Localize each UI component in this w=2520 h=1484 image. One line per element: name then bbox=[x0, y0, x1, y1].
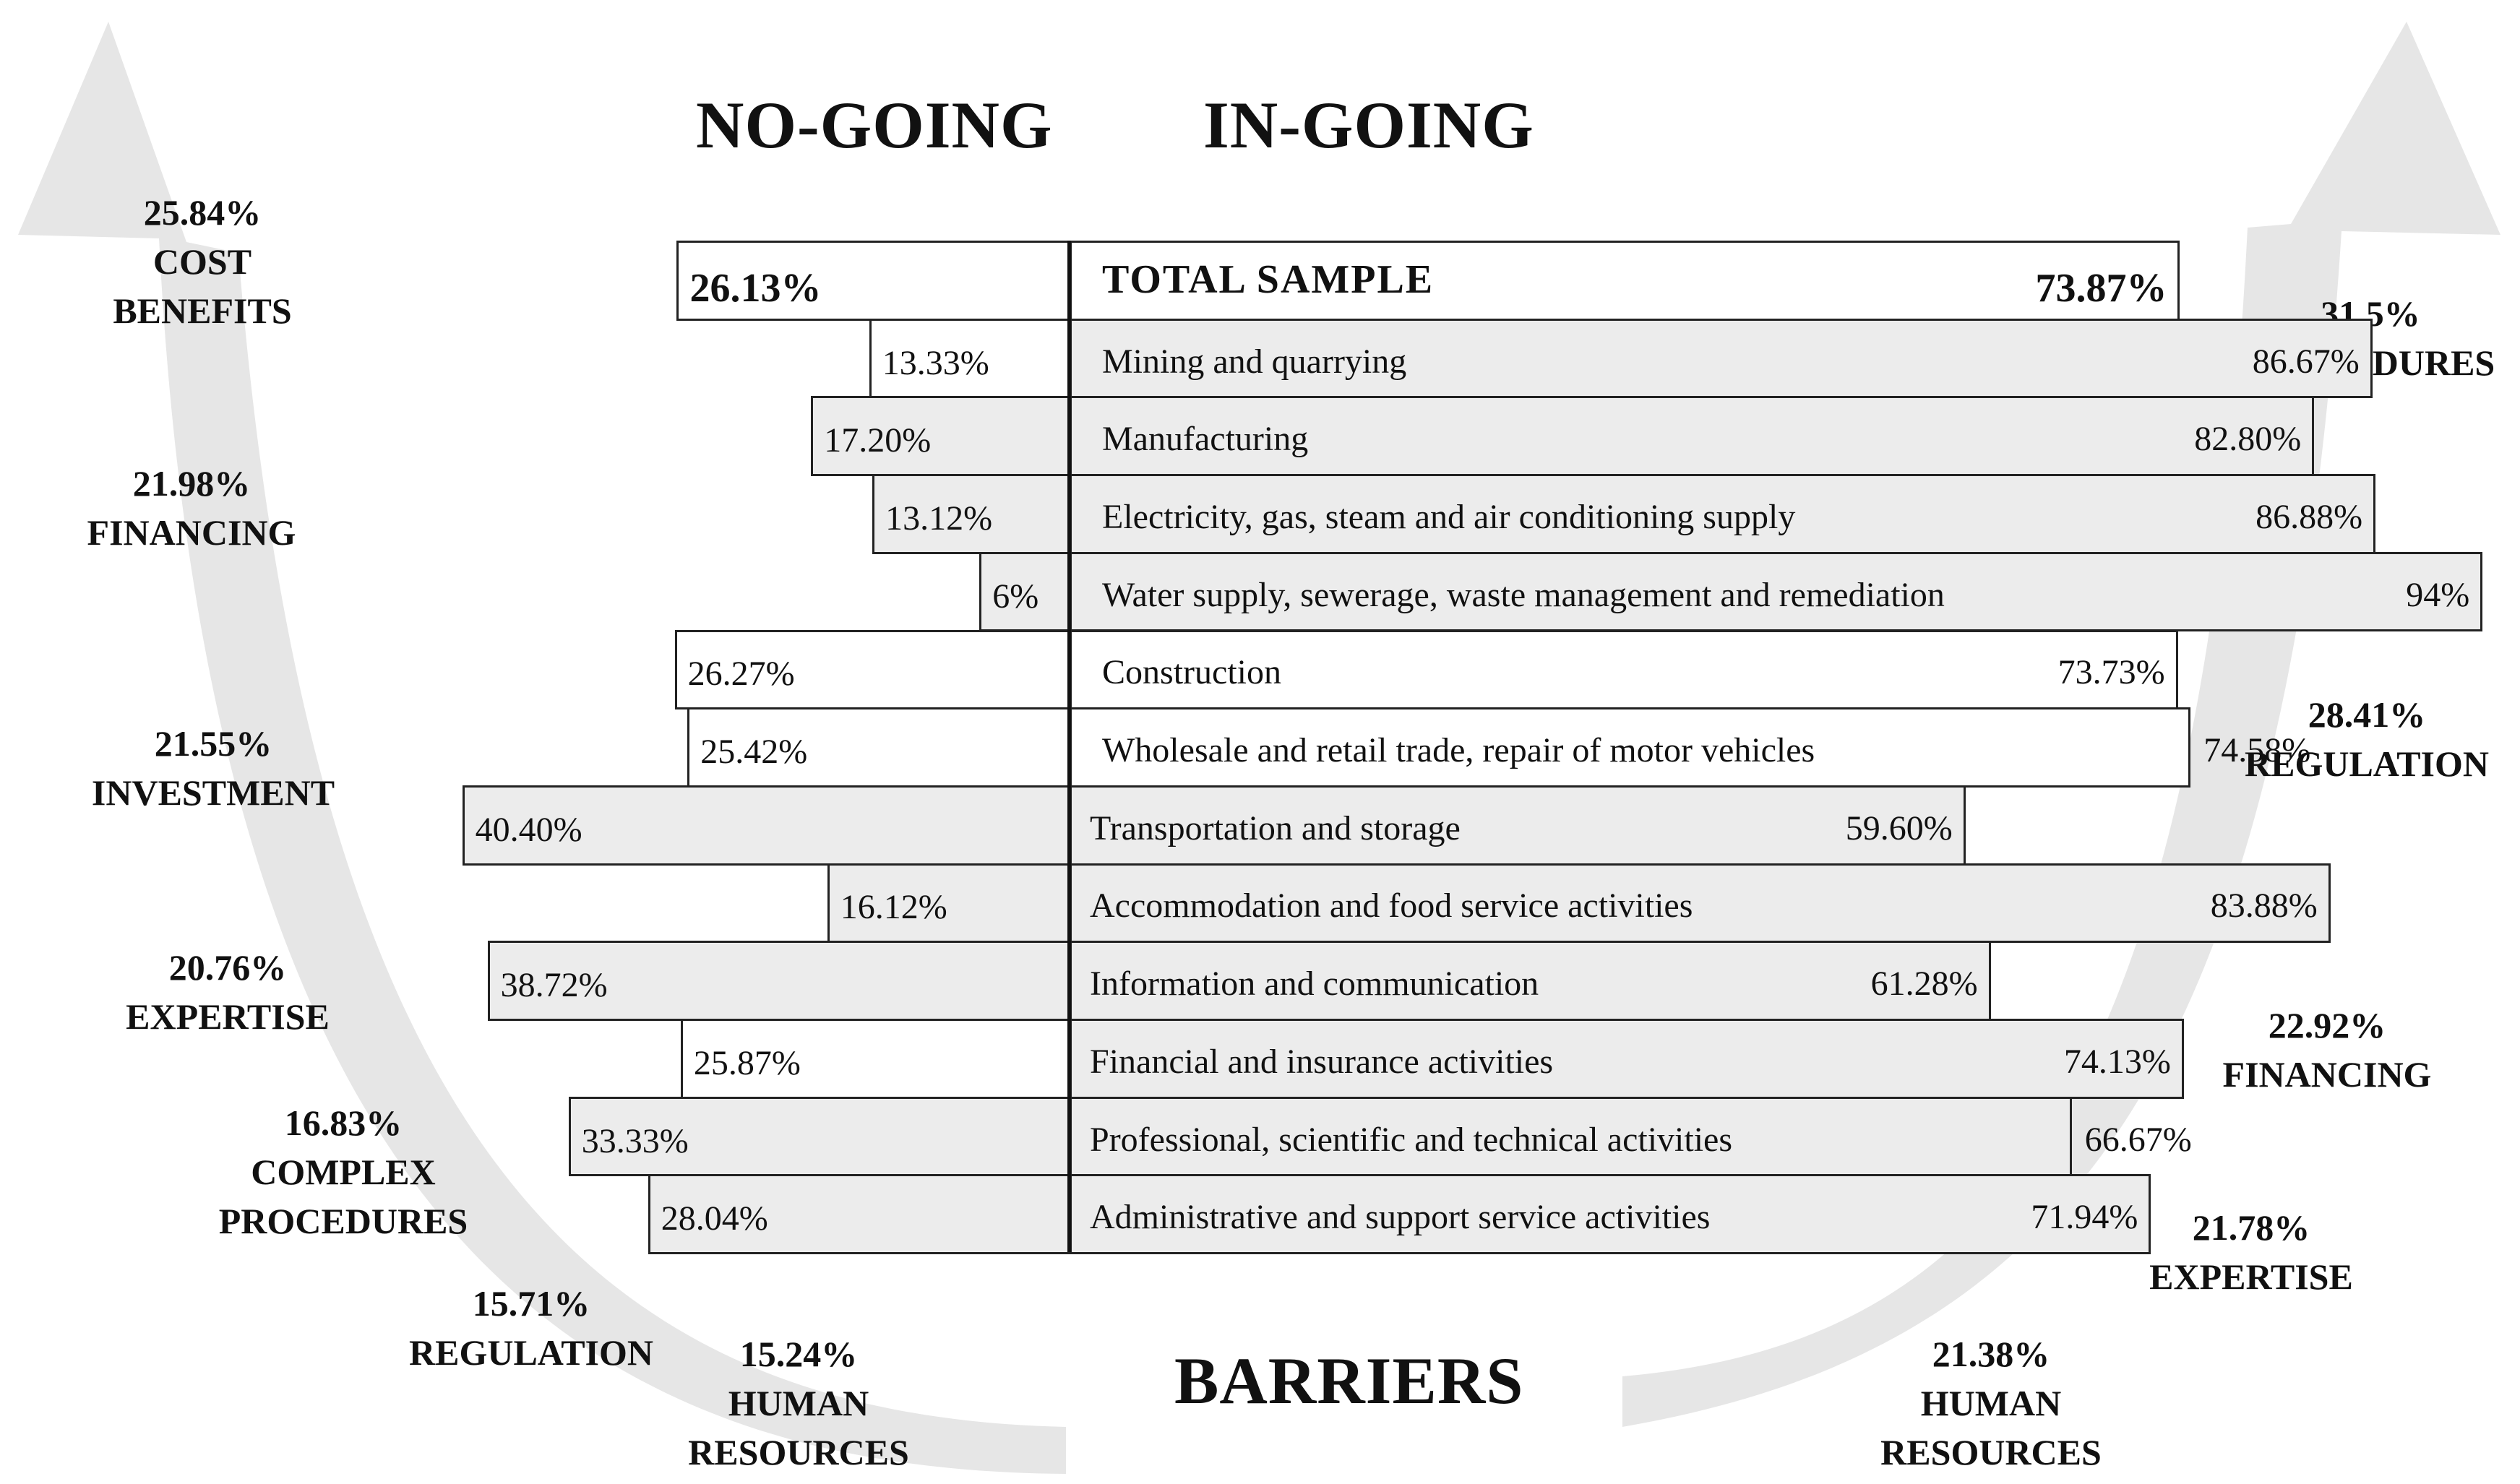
right-barrier-label: HUMAN bbox=[1920, 1383, 2062, 1423]
category-label: Electricity, gas, steam and air conditio… bbox=[1102, 497, 1796, 536]
in-going-value-label: 73.73% bbox=[2057, 653, 2165, 692]
no-going-bar bbox=[687, 707, 1070, 788]
category-label: Wholesale and retail trade, repair of mo… bbox=[1102, 731, 1815, 770]
right-barrier-label: RESOURCES bbox=[1880, 1432, 2102, 1472]
in-going-value-label: 66.67% bbox=[2084, 1120, 2192, 1159]
no-going-bar bbox=[827, 863, 1070, 944]
category-label: Construction bbox=[1102, 653, 1281, 692]
in-going-value-label: 74.13% bbox=[2063, 1042, 2171, 1081]
barriers-header: BARRIERS bbox=[1174, 1344, 1524, 1418]
left-barrier-label: COST bbox=[152, 241, 252, 282]
left-barrier-label: HUMAN bbox=[728, 1383, 869, 1423]
no-going-value-label: 25.42% bbox=[700, 733, 808, 772]
no-going-value-label: 13.12% bbox=[885, 499, 993, 538]
no-going-bar bbox=[648, 1174, 1070, 1255]
category-label: Administrative and support service activ… bbox=[1090, 1198, 1711, 1237]
left-barrier-5: 15.71% REGULATION bbox=[409, 1279, 653, 1377]
left-barrier-label: INVESTMENT bbox=[91, 772, 335, 813]
no-going-value-label: 17.20% bbox=[824, 421, 932, 460]
right-barrier-pct: 22.92% bbox=[2268, 1005, 2386, 1045]
category-label: Manufacturing bbox=[1102, 420, 1309, 459]
in-going-bar bbox=[1070, 551, 2483, 632]
in-going-bar bbox=[1070, 1174, 2151, 1255]
category-label: Accommodation and food service activitie… bbox=[1090, 886, 1693, 926]
no-going-bar bbox=[674, 629, 1070, 710]
left-barrier-pct: 16.83% bbox=[284, 1103, 403, 1143]
in-going-value-label: 86.67% bbox=[2252, 342, 2360, 381]
in-going-value-label: 86.88% bbox=[2255, 497, 2363, 536]
category-label: Transportation and storage bbox=[1090, 808, 1461, 847]
left-barrier-4: 16.83% COMPLEX PROCEDURES bbox=[219, 1098, 468, 1246]
no-going-bar bbox=[680, 1019, 1070, 1099]
left-barrier-label: BENEFITS bbox=[113, 290, 292, 331]
left-barrier-3: 20.76% EXPERTISE bbox=[126, 943, 330, 1041]
left-barrier-pct: 21.98% bbox=[132, 463, 251, 504]
in-going-value-label: 82.80% bbox=[2194, 420, 2302, 459]
right-barrier-1: 28.41% REGULATION bbox=[2245, 690, 2489, 788]
no-going-value-label: 40.40% bbox=[475, 810, 582, 849]
left-barrier-label: REGULATION bbox=[408, 1332, 654, 1373]
left-barrier-label: FINANCING bbox=[87, 512, 296, 553]
right-barrier-2: 22.92% FINANCING bbox=[2223, 1001, 2432, 1099]
left-barrier-1: 21.98% FINANCING bbox=[87, 459, 296, 557]
in-going-value-label: 94% bbox=[2406, 575, 2470, 614]
no-going-bar bbox=[872, 474, 1070, 554]
no-going-bar bbox=[979, 551, 1070, 632]
no-going-bar bbox=[811, 396, 1070, 477]
left-barrier-pct: 20.76% bbox=[168, 947, 287, 988]
in-going-value-label: 59.60% bbox=[1845, 808, 1953, 847]
no-going-bar bbox=[568, 1096, 1070, 1177]
no-going-value-label: 16.12% bbox=[840, 888, 947, 927]
category-label: Information and communication bbox=[1090, 965, 1539, 1004]
in-going-value-label: 61.28% bbox=[1870, 965, 1978, 1004]
no-going-value-label: 26.27% bbox=[687, 655, 795, 694]
right-barrier-4: 21.38% HUMAN RESOURCES bbox=[1880, 1329, 2102, 1477]
category-label: Water supply, sewerage, waste management… bbox=[1102, 575, 1945, 614]
in-going-value-label: 73.87% bbox=[2035, 265, 2167, 311]
right-barrier-label: EXPERTISE bbox=[2149, 1256, 2353, 1297]
no-going-value-label: 28.04% bbox=[661, 1199, 768, 1238]
category-label: Mining and quarrying bbox=[1102, 342, 1407, 381]
no-going-value-label: 33.33% bbox=[581, 1121, 689, 1160]
in-going-header: IN-GOING bbox=[1203, 88, 1534, 162]
left-barrier-2: 21.55% INVESTMENT bbox=[92, 719, 335, 817]
left-barrier-6: 15.24% HUMAN RESOURCES bbox=[688, 1329, 909, 1477]
in-going-bar bbox=[1070, 241, 2180, 321]
in-going-bar bbox=[1070, 629, 2178, 710]
right-barrier-label: FINANCING bbox=[2222, 1054, 2432, 1095]
left-barrier-label: RESOURCES bbox=[688, 1432, 909, 1472]
category-label: Financial and insurance activities bbox=[1090, 1042, 1554, 1081]
in-going-value-label: 83.88% bbox=[2210, 886, 2318, 926]
in-going-value-label: 71.94% bbox=[2031, 1198, 2138, 1237]
left-barrier-pct: 25.84% bbox=[143, 192, 262, 233]
left-barrier-label: COMPLEX bbox=[251, 1152, 436, 1192]
left-barrier-label: EXPERTISE bbox=[126, 996, 330, 1037]
no-going-value-label: 6% bbox=[992, 577, 1039, 616]
right-barrier-3: 21.78% EXPERTISE bbox=[2149, 1203, 2353, 1301]
category-label: TOTAL SAMPLE bbox=[1102, 256, 1435, 302]
right-barrier-pct: 28.41% bbox=[2308, 694, 2426, 735]
left-barrier-arrow bbox=[18, 22, 1066, 1474]
no-going-value-label: 38.72% bbox=[500, 966, 608, 1005]
no-going-value-label: 25.87% bbox=[693, 1043, 801, 1082]
right-barrier-label: REGULATION bbox=[2244, 743, 2490, 784]
left-barrier-pct: 21.55% bbox=[154, 723, 272, 764]
zero-axis bbox=[1067, 241, 1071, 1252]
left-barrier-pct: 15.71% bbox=[472, 1283, 590, 1324]
in-going-bar bbox=[1070, 863, 2331, 944]
in-going-value-label: 74.58% bbox=[2203, 731, 2311, 770]
no-going-header: NO-GOING bbox=[696, 88, 1053, 162]
no-going-value-label: 13.33% bbox=[882, 343, 989, 382]
left-barrier-label: PROCEDURES bbox=[218, 1201, 468, 1241]
no-going-bar bbox=[462, 785, 1070, 866]
right-barrier-pct: 21.38% bbox=[1932, 1334, 2050, 1374]
right-barrier-pct: 21.78% bbox=[2192, 1207, 2310, 1248]
left-barrier-0: 25.84% COST BENEFITS bbox=[113, 188, 291, 335]
category-label: Professional, scientific and technical a… bbox=[1090, 1120, 1733, 1159]
left-barrier-pct: 15.24% bbox=[739, 1334, 858, 1374]
no-going-value-label: 26.13% bbox=[689, 265, 822, 311]
